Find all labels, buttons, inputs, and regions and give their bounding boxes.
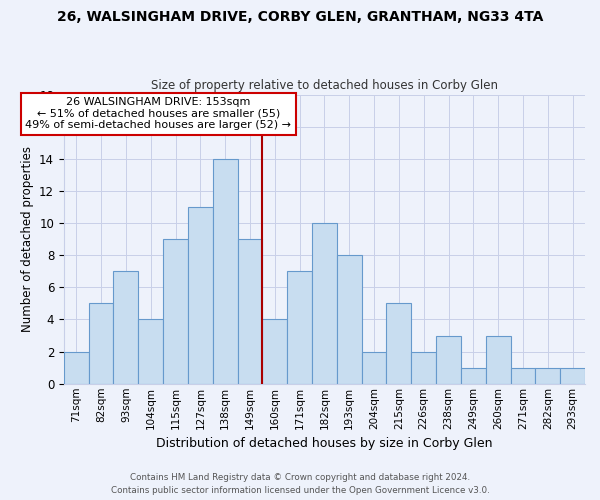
Bar xyxy=(337,255,362,384)
Text: 26, WALSINGHAM DRIVE, CORBY GLEN, GRANTHAM, NG33 4TA: 26, WALSINGHAM DRIVE, CORBY GLEN, GRANTH… xyxy=(57,10,543,24)
Bar xyxy=(287,272,312,384)
Bar xyxy=(535,368,560,384)
Bar xyxy=(511,368,535,384)
Bar xyxy=(89,304,113,384)
Bar xyxy=(163,239,188,384)
Bar xyxy=(436,336,461,384)
X-axis label: Distribution of detached houses by size in Corby Glen: Distribution of detached houses by size … xyxy=(156,437,493,450)
Bar xyxy=(188,207,213,384)
Bar xyxy=(213,159,238,384)
Bar xyxy=(262,320,287,384)
Bar xyxy=(312,223,337,384)
Text: 26 WALSINGHAM DRIVE: 153sqm
← 51% of detached houses are smaller (55)
49% of sem: 26 WALSINGHAM DRIVE: 153sqm ← 51% of det… xyxy=(25,97,291,130)
Bar xyxy=(238,239,262,384)
Bar xyxy=(411,352,436,384)
Bar xyxy=(139,320,163,384)
Bar xyxy=(386,304,411,384)
Text: Contains HM Land Registry data © Crown copyright and database right 2024.
Contai: Contains HM Land Registry data © Crown c… xyxy=(110,473,490,495)
Title: Size of property relative to detached houses in Corby Glen: Size of property relative to detached ho… xyxy=(151,79,498,92)
Bar xyxy=(486,336,511,384)
Bar xyxy=(461,368,486,384)
Bar xyxy=(64,352,89,384)
Bar xyxy=(362,352,386,384)
Y-axis label: Number of detached properties: Number of detached properties xyxy=(20,146,34,332)
Bar xyxy=(113,272,139,384)
Bar xyxy=(560,368,585,384)
